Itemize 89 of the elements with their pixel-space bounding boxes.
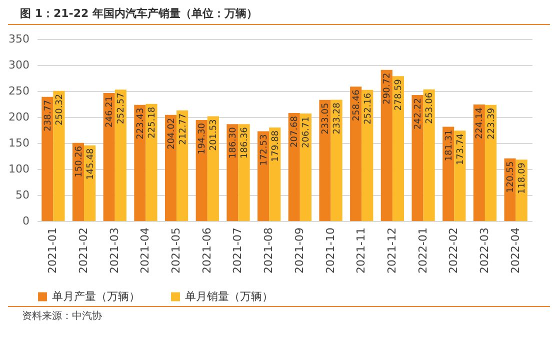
data-label: 186.30	[228, 126, 238, 159]
bar	[380, 70, 392, 221]
bar	[176, 110, 188, 221]
data-label: 250.32	[54, 94, 65, 126]
data-label: 212.77	[178, 113, 188, 145]
bar	[42, 96, 54, 221]
x-tick-label: 2021-12	[385, 228, 398, 274]
data-label: 223.39	[486, 108, 497, 140]
bar	[504, 158, 516, 221]
x-tick-label: 2021-06	[200, 228, 214, 274]
bar	[258, 131, 270, 221]
x-tick-label: 2021-08	[262, 228, 276, 274]
bar	[319, 100, 331, 221]
bar	[103, 92, 115, 221]
x-tick-label: 2022-02	[447, 228, 460, 274]
bar	[454, 130, 466, 221]
bar	[300, 114, 312, 221]
data-label: 186.36	[240, 126, 250, 159]
y-tick-label: 50	[16, 188, 30, 202]
data-label: 252.57	[116, 92, 127, 124]
y-tick-label: 350	[8, 32, 30, 46]
data-label: 225.18	[148, 106, 158, 138]
data-label: 206.71	[302, 116, 312, 148]
x-tick-label: 2021-11	[354, 228, 368, 274]
x-tick-label: 2022-03	[478, 228, 491, 274]
x-tick-label: 2021-09	[292, 228, 306, 274]
y-tick-label: 300	[8, 58, 30, 72]
bar	[288, 113, 300, 221]
x-tick-label: 2021-01	[46, 228, 60, 274]
bar	[207, 116, 219, 221]
data-label: 224.14	[475, 107, 486, 139]
bar	[350, 86, 362, 221]
bar	[330, 100, 342, 221]
data-label: 223.43	[136, 108, 146, 140]
x-tick-label: 2021-10	[324, 228, 337, 274]
x-tick-label: 2021-03	[108, 228, 121, 274]
x-tick-label: 2022-01	[416, 228, 430, 274]
bar	[442, 126, 454, 221]
bar	[473, 104, 485, 221]
data-label: 233.05	[320, 102, 331, 134]
data-label: 120.55	[506, 161, 516, 193]
data-label: 278.59	[394, 78, 404, 111]
data-label: 179.88	[270, 130, 281, 162]
data-label: 194.30	[198, 122, 208, 154]
bar	[362, 90, 374, 221]
x-tick-label: 2021-02	[77, 228, 90, 274]
bar	[226, 124, 238, 221]
data-label: 204.02	[166, 118, 177, 150]
chart-title: 图 1：21-22 年国内汽车产销量（单位：万辆）	[8, 0, 550, 25]
data-label: 150.26	[74, 146, 84, 178]
y-tick-label: 0	[22, 214, 30, 228]
bar	[484, 104, 497, 221]
data-label: 258.46	[352, 89, 362, 122]
legend-label: 单月产量（万辆）	[52, 290, 140, 303]
x-tick-label: 2021-05	[170, 228, 183, 274]
bar	[269, 127, 281, 221]
data-label: 252.16	[363, 92, 374, 124]
bar	[53, 90, 65, 221]
bar	[392, 76, 404, 221]
legend-label: 单月销量（万辆）	[185, 290, 273, 303]
bar	[423, 89, 435, 221]
data-label: 201.53	[209, 119, 220, 151]
bar	[238, 124, 250, 221]
text: 资料来源：中汽协	[8, 306, 550, 323]
bar	[134, 104, 146, 221]
bar	[164, 114, 177, 221]
data-label: 290.72	[382, 72, 393, 104]
x-tick-label: 2021-07	[231, 228, 244, 274]
bar	[146, 104, 158, 221]
y-tick-label: 100	[8, 162, 30, 176]
y-tick-label: 200	[8, 110, 30, 124]
data-label: 172.53	[259, 134, 270, 166]
data-label: 207.68	[290, 116, 300, 148]
data-label: 246.21	[105, 96, 116, 128]
data-label: 253.06	[425, 92, 436, 124]
bar	[114, 90, 126, 221]
y-tick-label: 150	[8, 136, 30, 150]
bar	[412, 95, 424, 221]
data-label: 145.48	[86, 148, 96, 180]
data-label: 242.22	[414, 98, 424, 130]
data-label: 173.74	[456, 133, 466, 166]
data-label: 238.77	[43, 100, 54, 132]
y-tick-label: 250	[8, 84, 30, 98]
x-tick-label: 2022-04	[508, 228, 522, 274]
data-label: 118.09	[518, 162, 528, 194]
data-label: 233.28	[332, 102, 343, 134]
bar	[196, 120, 208, 221]
x-tick-label: 2021-04	[138, 228, 152, 274]
data-label: 181.31	[444, 130, 454, 162]
